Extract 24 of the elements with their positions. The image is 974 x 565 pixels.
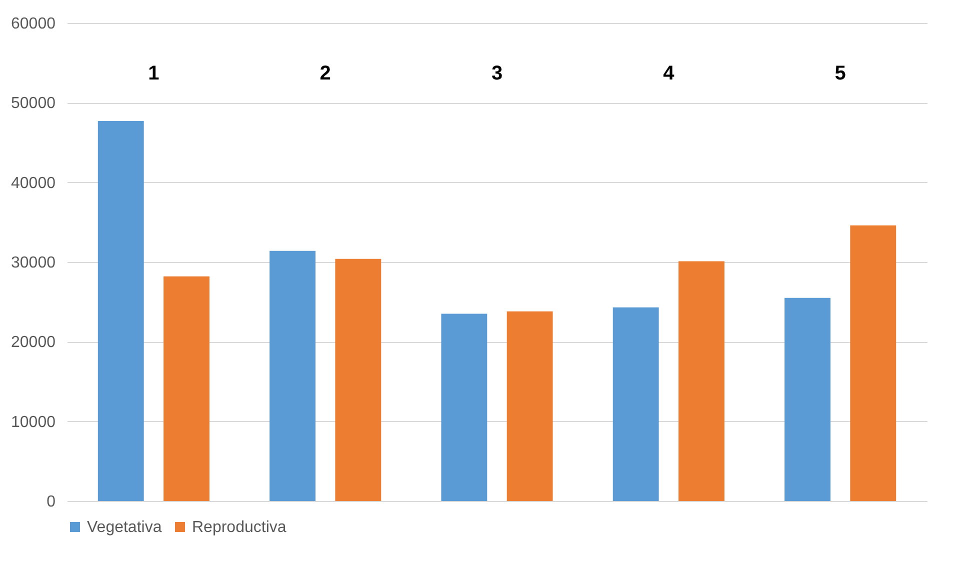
legend-label: Reproductiva: [192, 519, 286, 536]
x-tick-label: 2: [320, 62, 331, 84]
bar: [270, 250, 316, 501]
y-tick-label: 60000: [11, 16, 56, 32]
bar: [678, 261, 724, 501]
bar: [164, 276, 210, 501]
legend-label: Vegetativa: [87, 519, 162, 536]
y-tick-label: 50000: [11, 95, 56, 112]
x-tick-label: 5: [834, 62, 846, 84]
y-tick-label: 0: [46, 494, 56, 510]
bar: [850, 225, 896, 501]
x-tick-label: 1: [148, 62, 160, 84]
bar: [506, 311, 553, 501]
bar: [335, 258, 382, 501]
bar: [784, 298, 830, 501]
bar: [98, 120, 144, 501]
bar: [612, 307, 659, 501]
bar: [441, 314, 488, 501]
y-tick-label: 30000: [11, 254, 56, 272]
y-tick-label: 10000: [11, 414, 56, 431]
y-tick-label: 20000: [11, 334, 56, 352]
x-tick-label: 4: [663, 62, 676, 84]
y-tick-label: 40000: [11, 174, 56, 192]
x-tick-label: 3: [491, 62, 503, 84]
